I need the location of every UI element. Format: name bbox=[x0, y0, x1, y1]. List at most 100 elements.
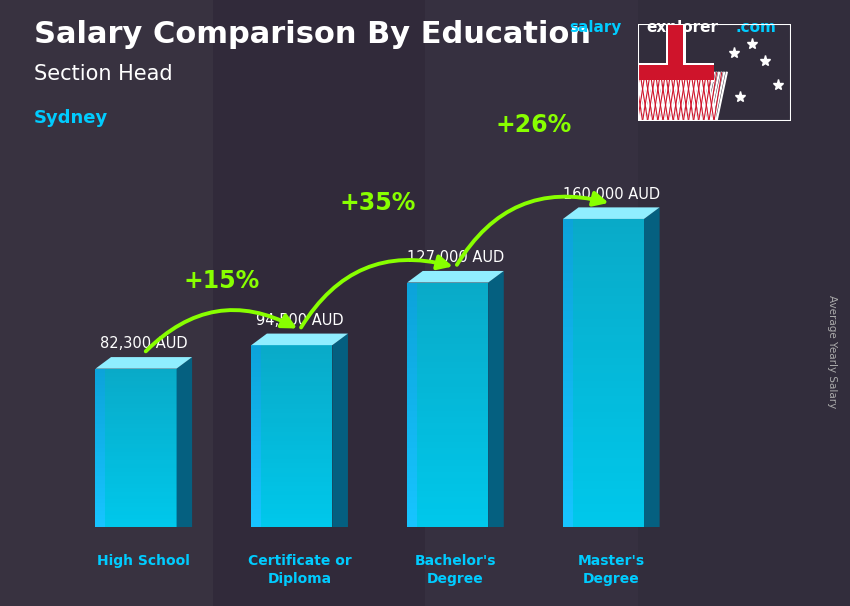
Polygon shape bbox=[95, 511, 177, 515]
Polygon shape bbox=[95, 440, 177, 444]
Polygon shape bbox=[252, 395, 332, 400]
Polygon shape bbox=[563, 296, 573, 304]
Polygon shape bbox=[252, 350, 261, 355]
Polygon shape bbox=[252, 500, 332, 504]
Polygon shape bbox=[407, 356, 488, 362]
Polygon shape bbox=[95, 484, 105, 488]
Polygon shape bbox=[95, 396, 105, 401]
Polygon shape bbox=[563, 319, 644, 327]
Polygon shape bbox=[563, 219, 573, 227]
Polygon shape bbox=[95, 519, 177, 523]
Polygon shape bbox=[95, 373, 177, 376]
Polygon shape bbox=[95, 456, 177, 460]
Polygon shape bbox=[95, 444, 105, 448]
Polygon shape bbox=[252, 355, 261, 359]
Polygon shape bbox=[407, 466, 488, 472]
Polygon shape bbox=[252, 382, 261, 386]
Polygon shape bbox=[252, 377, 261, 382]
Polygon shape bbox=[252, 473, 261, 477]
Polygon shape bbox=[407, 466, 416, 472]
Polygon shape bbox=[95, 357, 192, 368]
Polygon shape bbox=[95, 471, 177, 476]
Polygon shape bbox=[563, 319, 573, 327]
Polygon shape bbox=[563, 227, 644, 235]
Bar bbox=[638, 63, 714, 82]
Polygon shape bbox=[407, 509, 416, 515]
Polygon shape bbox=[563, 435, 644, 442]
Polygon shape bbox=[563, 481, 573, 488]
Polygon shape bbox=[95, 499, 105, 504]
Polygon shape bbox=[252, 491, 261, 495]
Polygon shape bbox=[563, 219, 644, 227]
Polygon shape bbox=[95, 448, 105, 452]
Polygon shape bbox=[407, 313, 488, 319]
Polygon shape bbox=[407, 436, 416, 442]
Polygon shape bbox=[95, 464, 177, 468]
Polygon shape bbox=[407, 282, 488, 288]
Polygon shape bbox=[407, 295, 488, 301]
Polygon shape bbox=[95, 488, 177, 491]
Text: 94,500 AUD: 94,500 AUD bbox=[256, 313, 343, 328]
Polygon shape bbox=[563, 442, 644, 450]
Polygon shape bbox=[95, 436, 177, 440]
Polygon shape bbox=[407, 313, 416, 319]
Polygon shape bbox=[252, 450, 261, 454]
Polygon shape bbox=[252, 418, 261, 422]
Polygon shape bbox=[252, 427, 261, 431]
Polygon shape bbox=[95, 381, 105, 384]
Polygon shape bbox=[563, 427, 644, 435]
Polygon shape bbox=[252, 382, 332, 386]
Polygon shape bbox=[252, 364, 261, 368]
Polygon shape bbox=[252, 495, 332, 500]
Polygon shape bbox=[407, 515, 416, 521]
Polygon shape bbox=[563, 488, 644, 496]
Polygon shape bbox=[95, 401, 177, 404]
Polygon shape bbox=[252, 386, 332, 391]
Polygon shape bbox=[563, 235, 644, 242]
Polygon shape bbox=[252, 436, 332, 441]
Polygon shape bbox=[563, 342, 573, 350]
Polygon shape bbox=[252, 509, 332, 513]
Polygon shape bbox=[252, 468, 332, 473]
Polygon shape bbox=[407, 423, 488, 429]
Polygon shape bbox=[95, 444, 177, 448]
Polygon shape bbox=[252, 518, 261, 522]
Polygon shape bbox=[95, 376, 105, 381]
Polygon shape bbox=[407, 490, 488, 497]
Polygon shape bbox=[563, 304, 573, 311]
Polygon shape bbox=[563, 350, 573, 358]
Polygon shape bbox=[252, 345, 261, 350]
Polygon shape bbox=[407, 484, 488, 490]
Polygon shape bbox=[563, 465, 644, 473]
Polygon shape bbox=[252, 441, 332, 445]
Polygon shape bbox=[407, 368, 416, 375]
Text: Salary Comparison By Education: Salary Comparison By Education bbox=[34, 20, 591, 49]
Polygon shape bbox=[252, 350, 332, 355]
Polygon shape bbox=[95, 412, 177, 416]
Polygon shape bbox=[95, 515, 177, 519]
Polygon shape bbox=[252, 454, 261, 459]
Text: Bachelor's
Degree: Bachelor's Degree bbox=[415, 553, 496, 586]
Polygon shape bbox=[95, 456, 105, 460]
Polygon shape bbox=[407, 387, 488, 393]
Polygon shape bbox=[563, 496, 573, 504]
Polygon shape bbox=[407, 497, 416, 503]
Polygon shape bbox=[407, 338, 488, 344]
Polygon shape bbox=[407, 331, 488, 338]
Polygon shape bbox=[407, 307, 488, 313]
Polygon shape bbox=[563, 242, 644, 250]
Polygon shape bbox=[407, 417, 488, 423]
Polygon shape bbox=[407, 344, 488, 350]
Polygon shape bbox=[407, 448, 416, 454]
Polygon shape bbox=[563, 242, 573, 250]
Polygon shape bbox=[95, 396, 177, 401]
Polygon shape bbox=[95, 393, 105, 396]
Polygon shape bbox=[252, 513, 332, 518]
Polygon shape bbox=[95, 499, 177, 504]
Polygon shape bbox=[252, 477, 261, 482]
Text: Average Yearly Salary: Average Yearly Salary bbox=[827, 295, 837, 408]
Polygon shape bbox=[563, 504, 644, 512]
Polygon shape bbox=[252, 441, 261, 445]
Polygon shape bbox=[407, 411, 488, 417]
Polygon shape bbox=[95, 373, 105, 376]
